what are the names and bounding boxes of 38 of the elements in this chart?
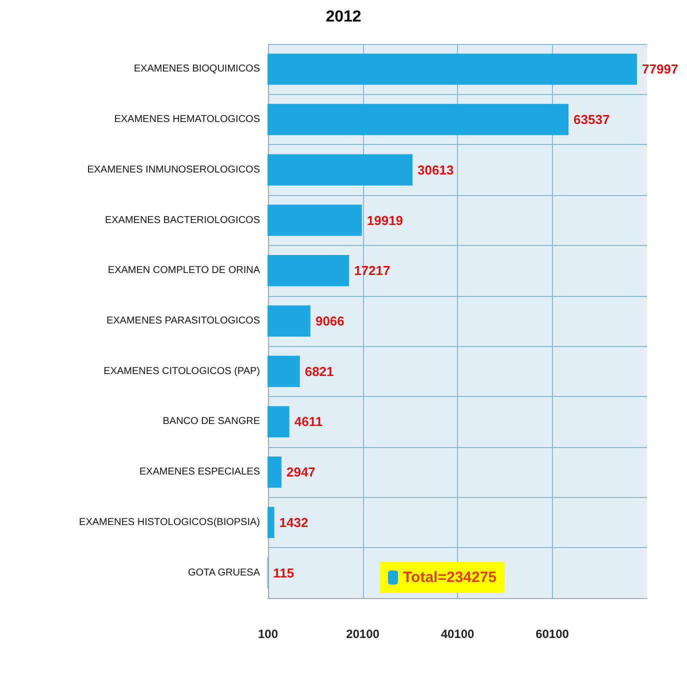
data-label: 115 bbox=[273, 565, 294, 580]
data-label: 2947 bbox=[286, 464, 316, 480]
bar bbox=[268, 54, 638, 85]
y-tick-label: EXAMENES ESPECIALES bbox=[139, 466, 260, 478]
bar bbox=[268, 506, 274, 538]
data-label: 30613 bbox=[418, 162, 454, 178]
bar bbox=[268, 305, 310, 337]
legend-label: Total=234275 bbox=[403, 569, 497, 586]
bar bbox=[268, 356, 300, 387]
bar bbox=[268, 104, 569, 136]
bar bbox=[268, 255, 350, 286]
data-label: 17217 bbox=[354, 263, 390, 278]
y-tick-label: EXAMENES CITOLOGICOS (PAP) bbox=[104, 366, 260, 377]
data-label: 77997 bbox=[642, 62, 678, 77]
y-tick-label: EXAMENES BACTERIOLOGICOS bbox=[104, 214, 260, 226]
y-tick-label: EXAMEN COMPLETO DE ORINA bbox=[108, 265, 260, 276]
x-tick-label: 100 bbox=[258, 627, 278, 641]
data-label: 4611 bbox=[294, 414, 323, 430]
bar bbox=[268, 406, 290, 438]
data-label: 1432 bbox=[279, 514, 308, 530]
bar bbox=[268, 204, 362, 236]
y-tick-label: EXAMENES INMUNOSEROLOGICOS bbox=[87, 164, 260, 176]
data-label: 19919 bbox=[366, 212, 404, 228]
x-tick-label: 20100 bbox=[346, 627, 380, 641]
y-tick-label: EXAMENES BIOQUIMICOS bbox=[134, 64, 260, 75]
data-label: 63537 bbox=[574, 112, 610, 128]
data-label: 6821 bbox=[304, 364, 334, 379]
y-tick-label: GOTA GRUESA bbox=[188, 567, 260, 578]
y-tick-label: EXAMENES HEMATOLOGICOS bbox=[114, 114, 260, 126]
chart-title: 2012 bbox=[326, 8, 362, 26]
bar bbox=[268, 456, 282, 488]
y-tick-label: EXAMENES PARASITOLOGICOS bbox=[106, 316, 260, 326]
data-label: 9066 bbox=[315, 314, 344, 328]
x-tick-label: 40100 bbox=[440, 627, 475, 641]
y-tick-label: EXAMENES HISTOLOGICOS(BIOPSIA) bbox=[79, 516, 260, 528]
x-tick-label: 60100 bbox=[536, 627, 570, 641]
y-tick-label: BANCO DE SANGRE bbox=[162, 416, 260, 428]
bar bbox=[268, 154, 413, 186]
